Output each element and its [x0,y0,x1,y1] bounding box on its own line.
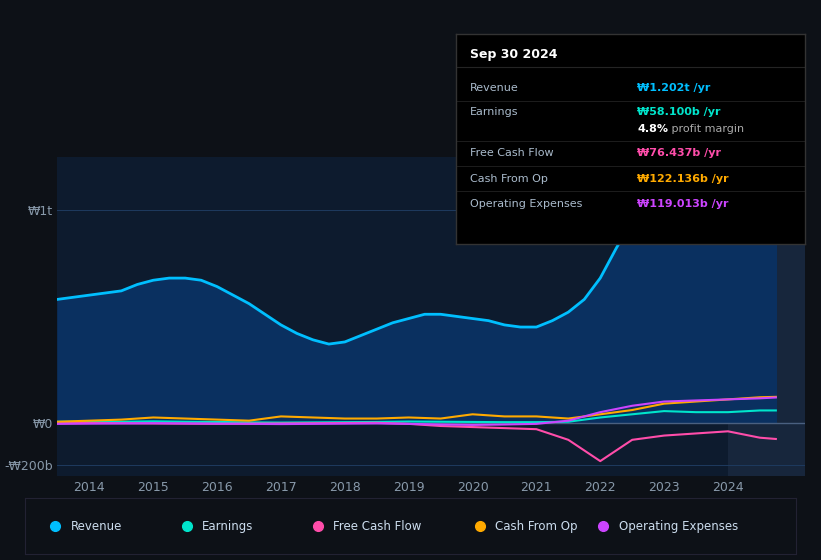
Text: Revenue: Revenue [470,83,518,93]
Text: Free Cash Flow: Free Cash Flow [333,520,422,533]
Text: Sep 30 2024: Sep 30 2024 [470,48,557,61]
Text: ₩122.136b /yr: ₩122.136b /yr [637,174,729,184]
Text: Operating Expenses: Operating Expenses [470,199,582,209]
Text: profit margin: profit margin [668,124,745,134]
Text: Operating Expenses: Operating Expenses [619,520,738,533]
Text: Revenue: Revenue [71,520,122,533]
Text: ₩1.202t /yr: ₩1.202t /yr [637,83,710,93]
Text: ₩76.437b /yr: ₩76.437b /yr [637,148,721,158]
Text: 4.8%: 4.8% [637,124,668,134]
Text: ₩58.100b /yr: ₩58.100b /yr [637,108,721,118]
Text: Cash From Op: Cash From Op [495,520,578,533]
Bar [728,157,805,476]
Text: Earnings: Earnings [470,108,518,118]
Text: Earnings: Earnings [202,520,254,533]
Text: Cash From Op: Cash From Op [470,174,548,184]
Text: ₩119.013b /yr: ₩119.013b /yr [637,199,728,209]
Text: Free Cash Flow: Free Cash Flow [470,148,553,158]
